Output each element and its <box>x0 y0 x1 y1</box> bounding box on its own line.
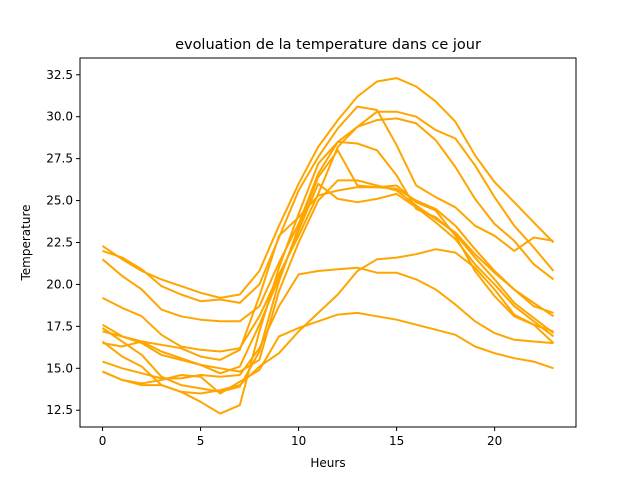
series-line-3 <box>101 110 555 323</box>
x-tick-label: 20 <box>487 434 502 448</box>
y-axis-title: Temperature <box>19 204 33 281</box>
x-tick-label: 5 <box>197 434 205 448</box>
y-tick-label: 32.5 <box>46 68 73 82</box>
y-tick-label: 15.0 <box>46 361 73 375</box>
series-line-9 <box>102 266 554 380</box>
series-line-6 <box>101 149 554 393</box>
y-axis-ticks: 12.5 15.0 17.5 20.0 22.5 25.0 27.5 30.0 32.5 <box>46 68 80 417</box>
x-tick-label: 0 <box>99 434 107 448</box>
series-line-10 <box>102 311 554 395</box>
y-tick-label: 25.0 <box>46 194 73 208</box>
chart-title: evoluation de la temperature dans ce jou… <box>175 37 481 53</box>
series-line-12 <box>102 184 554 361</box>
x-axis-title: Heurs <box>310 456 345 470</box>
x-tick-label: 15 <box>389 434 404 448</box>
series-line-2 <box>102 105 554 304</box>
x-axis-ticks: 0 5 10 15 20 <box>99 427 502 448</box>
series-line-11 <box>102 248 555 395</box>
y-tick-label: 17.5 <box>46 319 73 333</box>
y-tick-label: 27.5 <box>46 152 73 166</box>
y-tick-label: 30.0 <box>46 110 73 124</box>
series-line-4 <box>102 117 555 353</box>
y-tick-label: 22.5 <box>46 236 73 250</box>
series-line-1 <box>101 77 555 299</box>
x-tick-label: 10 <box>291 434 306 448</box>
y-tick-label: 20.0 <box>46 277 73 291</box>
y-tick-label: 12.5 <box>46 403 73 417</box>
series-lines <box>101 77 555 415</box>
series-line-8 <box>102 182 555 375</box>
